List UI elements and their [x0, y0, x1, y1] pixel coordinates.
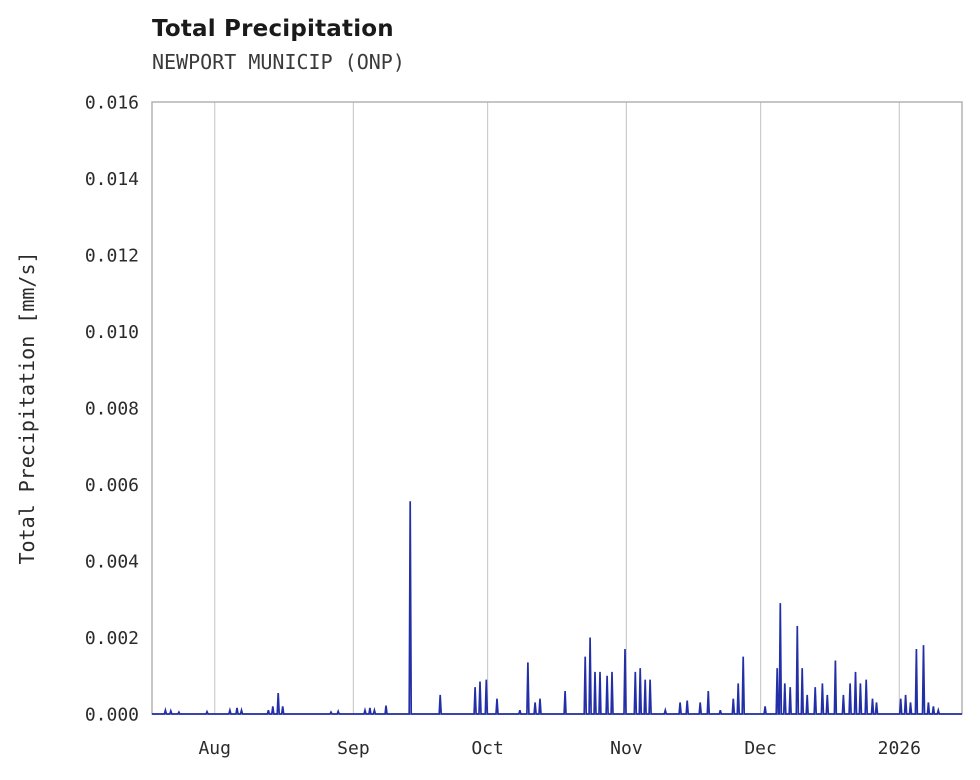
x-tick-label: Nov — [610, 738, 643, 759]
y-tick-label: 0.012 — [85, 246, 139, 267]
y-tick-label: 0.010 — [85, 322, 139, 343]
y-tick-label: 0.008 — [85, 399, 139, 420]
y-tick-label: 0.016 — [85, 93, 139, 114]
x-tick-label: Dec — [744, 738, 777, 759]
y-tick-label: 0.002 — [85, 628, 139, 649]
y-axis-label: Total Precipitation [mm/s] — [15, 251, 39, 564]
y-tick-label: 0.000 — [85, 705, 139, 726]
x-tick-label: Aug — [198, 738, 231, 759]
y-tick-label: 0.014 — [85, 169, 139, 190]
y-tick-label: 0.004 — [85, 552, 139, 573]
chart-title: Total Precipitation — [152, 16, 394, 42]
plot-border — [151, 101, 963, 715]
x-tick-label: 2026 — [878, 738, 921, 759]
chart-subtitle: NEWPORT MUNICIP (ONP) — [152, 50, 405, 74]
precipitation-line — [152, 501, 962, 715]
x-tick-label: Oct — [471, 738, 504, 759]
y-tick-label: 0.006 — [85, 475, 139, 496]
x-tick-label: Sep — [337, 738, 370, 759]
